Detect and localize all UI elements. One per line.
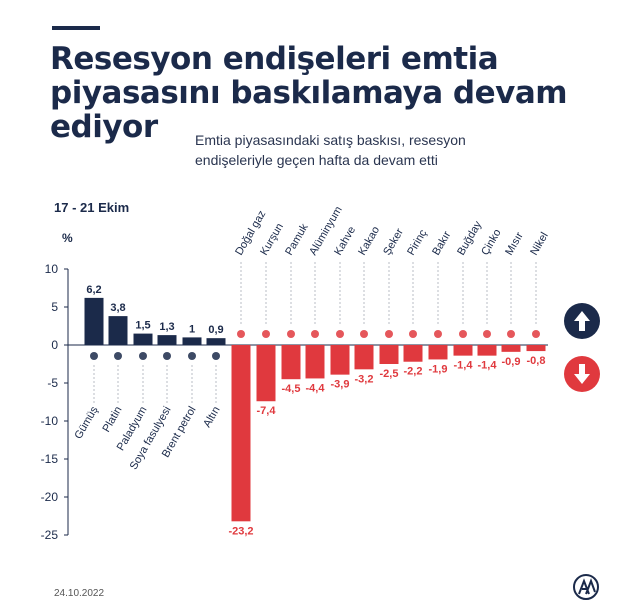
value-label: -1,4 bbox=[454, 360, 474, 372]
bar bbox=[133, 333, 153, 345]
bar bbox=[477, 345, 497, 356]
agency-logo bbox=[573, 574, 599, 600]
commodity-icon bbox=[507, 330, 515, 338]
value-label: -0,9 bbox=[502, 356, 521, 368]
title-accent-bar bbox=[52, 26, 100, 30]
bar bbox=[403, 345, 423, 362]
value-label: -4,4 bbox=[306, 382, 326, 394]
y-tick-label: -25 bbox=[41, 528, 59, 542]
bar bbox=[526, 345, 546, 352]
bar bbox=[108, 316, 128, 345]
category-label: Kahve bbox=[332, 224, 358, 257]
bar bbox=[256, 345, 276, 402]
title-line-1: Resesyon endişeleri emtia bbox=[50, 41, 499, 77]
y-tick-label: -10 bbox=[41, 414, 59, 428]
bar bbox=[453, 345, 473, 356]
commodity-icon bbox=[360, 330, 368, 338]
category-label: Pirinç bbox=[405, 227, 429, 257]
category-label: Mısır bbox=[503, 230, 526, 257]
bar bbox=[330, 345, 350, 375]
value-label: -0,8 bbox=[527, 355, 546, 367]
bar bbox=[157, 335, 177, 345]
value-label: -2,5 bbox=[380, 368, 399, 380]
commodity-icon bbox=[212, 352, 220, 360]
commodity-icon bbox=[336, 330, 344, 338]
commodity-icon bbox=[139, 352, 147, 360]
title-line-3: ediyor bbox=[50, 109, 158, 145]
commodity-icon bbox=[188, 352, 196, 360]
y-tick-label: -5 bbox=[47, 376, 58, 390]
value-label: 6,2 bbox=[86, 284, 101, 296]
bar bbox=[305, 345, 325, 379]
up-arrow-icon bbox=[564, 303, 600, 339]
y-tick-label: 0 bbox=[51, 338, 58, 352]
commodity-icon bbox=[385, 330, 393, 338]
value-label: -23,2 bbox=[228, 525, 253, 537]
y-tick-label: 5 bbox=[51, 300, 58, 314]
down-arrow-icon bbox=[564, 356, 600, 392]
commodity-icon bbox=[311, 330, 319, 338]
commodity-icon bbox=[287, 330, 295, 338]
value-label: -3,2 bbox=[355, 373, 374, 385]
commodity-icon bbox=[409, 330, 417, 338]
commodity-icon bbox=[483, 330, 491, 338]
category-label: Nikel bbox=[528, 230, 551, 257]
category-label: Kakao bbox=[356, 224, 382, 257]
value-label: -2,2 bbox=[404, 366, 423, 378]
chart-title: Resesyon endişeleri emtia piyasasını bas… bbox=[50, 42, 610, 144]
bar bbox=[231, 345, 251, 522]
title-line-2: piyasasını baskılamaya devam bbox=[50, 75, 568, 111]
chart-subtitle: Emtia piyasasındaki satış baskısı, reses… bbox=[195, 132, 466, 168]
value-label: 1,3 bbox=[159, 321, 174, 333]
category-label: Bakır bbox=[430, 229, 453, 258]
bar bbox=[206, 338, 226, 345]
y-tick-label: -20 bbox=[41, 490, 59, 504]
category-label: Altın bbox=[201, 405, 222, 430]
commodity-icon bbox=[114, 352, 122, 360]
up-arrow-shape bbox=[574, 311, 590, 331]
commodity-icon bbox=[262, 330, 270, 338]
bar bbox=[428, 345, 448, 360]
value-label: -4,5 bbox=[282, 383, 301, 395]
commodity-icon bbox=[459, 330, 467, 338]
value-label: 0,9 bbox=[208, 324, 223, 336]
value-label: -1,9 bbox=[429, 363, 448, 375]
commodity-icon bbox=[237, 330, 245, 338]
value-label: -1,4 bbox=[478, 360, 498, 372]
commodity-icon bbox=[163, 352, 171, 360]
value-label: -3,9 bbox=[331, 379, 350, 391]
bar bbox=[281, 345, 301, 380]
bar bbox=[84, 297, 104, 345]
category-label: Kurşun bbox=[258, 221, 286, 257]
commodity-icon bbox=[532, 330, 540, 338]
category-label: Gümüş bbox=[72, 404, 100, 441]
y-axis-unit: % bbox=[62, 231, 73, 245]
value-label: 1,5 bbox=[135, 320, 150, 332]
period-label: 17 - 21 Ekim bbox=[54, 200, 130, 215]
category-label: Çinko bbox=[479, 227, 503, 257]
commodity-icon bbox=[90, 352, 98, 360]
bar bbox=[182, 337, 202, 345]
value-label: 1 bbox=[189, 323, 195, 335]
bar bbox=[354, 345, 374, 370]
value-label: -7,4 bbox=[257, 405, 277, 417]
category-label: Şeker bbox=[381, 226, 406, 257]
y-tick-label: -15 bbox=[41, 452, 59, 466]
category-label: Platin bbox=[100, 405, 124, 435]
commodity-icon bbox=[434, 330, 442, 338]
y-tick-label: 10 bbox=[45, 262, 59, 276]
bar bbox=[379, 345, 399, 364]
bar bbox=[501, 345, 521, 352]
value-label: 3,8 bbox=[110, 302, 125, 314]
down-arrow-shape bbox=[574, 364, 590, 384]
footer-date: 24.10.2022 bbox=[54, 588, 105, 599]
